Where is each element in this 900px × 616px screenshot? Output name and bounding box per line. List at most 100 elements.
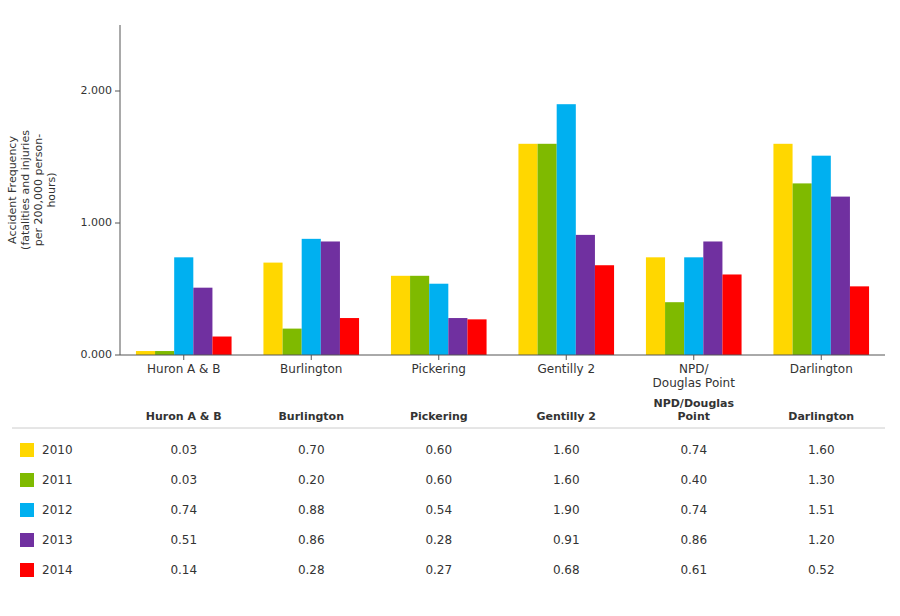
y-axis-line [120,25,121,355]
bar [684,257,703,355]
table-cell: 0.60 [425,473,452,487]
x-tick [311,355,312,360]
y-tick-label: 1.000 [81,216,113,229]
bar [321,241,340,355]
bar [703,241,722,355]
x-tick-label: Burlington [280,362,342,376]
table-cell: 0.74 [680,503,707,517]
legend-swatch [20,563,34,577]
y-tick [115,91,120,92]
y-tick-label: 2.000 [81,84,113,97]
bar [283,329,302,355]
bar [212,337,231,355]
x-axis-line [120,355,885,356]
table-cell: 0.51 [170,533,197,547]
bar [155,351,174,355]
x-tick-label: Pickering [412,362,466,376]
bar [595,265,614,355]
table-cell: 0.40 [680,473,707,487]
bar [448,318,467,355]
bar [518,144,537,355]
table-cell: 0.74 [680,443,707,457]
bar [263,263,282,355]
legend-label: 2014 [42,563,73,577]
bar [665,302,684,355]
legend-label: 2010 [42,443,73,457]
bar [429,284,448,355]
table-cell: 0.28 [298,563,325,577]
table-cell: 1.51 [808,503,835,517]
table-cell: 1.90 [553,503,580,517]
bar [391,276,410,355]
bar [302,239,321,355]
table-cell: 0.03 [170,443,197,457]
table-cell: 1.60 [553,443,580,457]
table-cell: 0.54 [425,503,452,517]
table-cell: 0.86 [298,533,325,547]
bar [193,288,212,355]
y-label-group: Accident Frequency(fatalities and injuri… [6,130,58,250]
table-header: Huron A & B [146,410,222,423]
legend-swatch [20,473,34,487]
table-header: Pickering [410,410,468,423]
legend-label: 2012 [42,503,73,517]
table-cell: 1.60 [553,473,580,487]
table-cell: 0.27 [425,563,452,577]
x-tick [821,355,822,360]
bar [773,144,792,355]
table-cell: 0.28 [425,533,452,547]
y-tick-label: 0.000 [81,348,113,361]
bar [793,183,812,355]
table-cell: 0.14 [170,563,197,577]
table-header: Burlington [278,410,344,423]
x-tick-label: Darlington [790,362,853,376]
bar [646,257,665,355]
bar [538,144,557,355]
table-cell: 0.61 [680,563,707,577]
bar [557,104,576,355]
bar [136,351,155,355]
table-header: Gentilly 2 [536,410,596,423]
x-tick [438,355,439,360]
table-cell: 1.30 [808,473,835,487]
x-tick-label: Gentilly 2 [537,362,595,376]
x-tick [566,355,567,360]
table-cell: 0.03 [170,473,197,487]
legend-swatch [20,533,34,547]
table-cell: 0.60 [425,443,452,457]
bar [850,286,869,355]
bars [136,104,869,355]
bar [467,319,486,355]
x-tick-label: Huron A & B [147,362,221,376]
table-rule [12,428,885,429]
bar [722,274,741,355]
table-cell: 0.74 [170,503,197,517]
table-header: Darlington [788,410,854,423]
y-tick [115,355,120,356]
legend-label: 2011 [42,473,73,487]
table-cell: 1.60 [808,443,835,457]
bar [576,235,595,355]
x-tick [693,355,694,360]
bar [340,318,359,355]
bar [812,156,831,355]
legend-swatch [20,503,34,517]
chart: 0.000 1.000 2.000 Huron A & B Burlington Pick… [0,0,900,616]
bar [174,257,193,355]
y-tick [115,223,120,224]
x-tick-label: NPD/Douglas Point [653,362,736,390]
table-cell: 0.91 [553,533,580,547]
table-cell: 1.20 [808,533,835,547]
table-cell: 0.70 [298,443,325,457]
legend-label: 2013 [42,533,73,547]
bar [831,197,850,355]
table-header: NPD/DouglasPoint [653,397,734,423]
y-axis-label: Accident Frequency(fatalities and injuri… [6,130,58,250]
table-cell: 0.86 [680,533,707,547]
bar [410,276,429,355]
table-cell: 0.88 [298,503,325,517]
table-cell: 0.20 [298,473,325,487]
legend-swatch [20,443,34,457]
table-cell: 0.68 [553,563,580,577]
table-cell: 0.52 [808,563,835,577]
